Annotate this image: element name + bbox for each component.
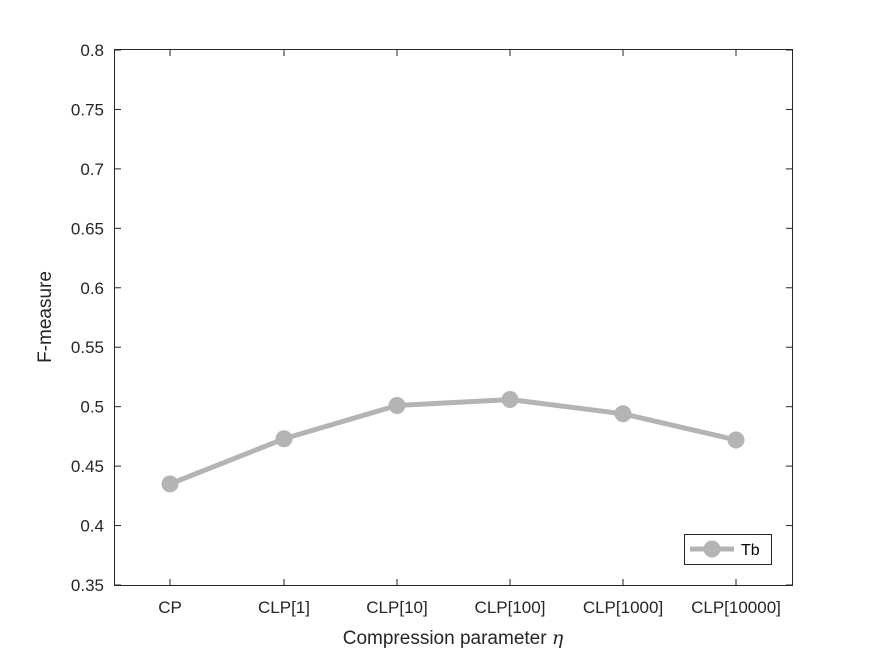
legend-marker — [703, 540, 721, 558]
data-point-marker — [275, 430, 293, 448]
y-axis-ticks: 0.35 0.4 0.45 0.5 0.55 0.6 0.65 0.7 0.75 0.8 — [71, 41, 792, 595]
x-axis-label-symbol: η — [552, 627, 564, 649]
y-tick-label: 0.45 — [71, 457, 104, 476]
x-tick-label: CLP[10] — [366, 598, 427, 617]
x-tick-label: CP — [158, 598, 182, 617]
data-point-marker — [614, 405, 632, 423]
x-tick-label: CLP[10000] — [691, 598, 781, 617]
y-tick-label: 0.5 — [80, 398, 104, 417]
y-tick-label: 0.75 — [71, 100, 104, 119]
x-axis-label-text: Compression parameter — [343, 628, 552, 649]
y-tick-label: 0.55 — [71, 338, 104, 357]
y-tick-label: 0.4 — [80, 517, 104, 536]
legend-label: Tb — [741, 542, 760, 559]
y-tick-label: 0.8 — [80, 41, 104, 60]
y-axis-label: F-measure — [35, 271, 56, 363]
y-tick-label: 0.35 — [71, 576, 104, 595]
data-point-marker — [161, 475, 179, 493]
data-point-marker — [388, 396, 406, 414]
data-point-marker — [501, 391, 519, 409]
x-axis-label: Compression parameter η — [343, 627, 564, 649]
series-line — [169, 397, 737, 487]
plot-area — [114, 49, 793, 586]
x-axis-ticks: CP CLP[1] CLP[10] CLP[100] CLP[1000] CLP[1000… — [158, 50, 781, 617]
legend: Tb — [684, 534, 772, 565]
y-tick-label: 0.65 — [71, 219, 104, 238]
data-point-marker — [727, 431, 745, 449]
y-tick-label: 0.7 — [80, 160, 104, 179]
y-tick-label: 0.6 — [80, 279, 104, 298]
series-layer — [161, 391, 745, 493]
x-tick-label: CLP[1000] — [583, 598, 663, 617]
x-tick-label: CLP[1] — [258, 598, 310, 617]
x-tick-label: CLP[100] — [475, 598, 546, 617]
